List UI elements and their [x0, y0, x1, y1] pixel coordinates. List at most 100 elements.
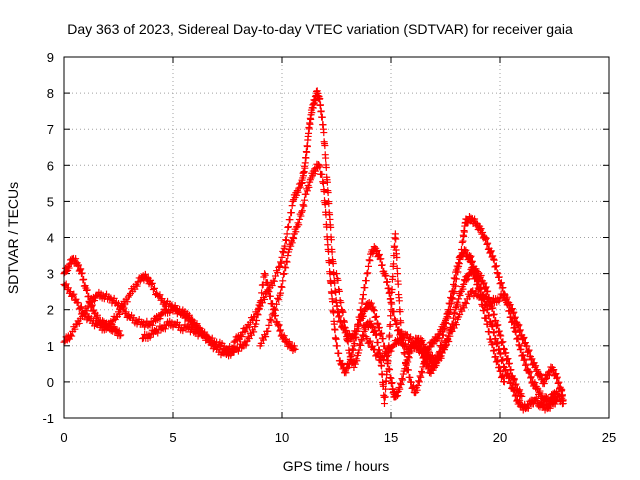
- chart-title: Day 363 of 2023, Sidereal Day-to-day VTE…: [67, 21, 573, 37]
- data-point-interp: [340, 318, 348, 326]
- data-point-interp: [485, 311, 493, 319]
- data-point-interp: [388, 379, 396, 387]
- data-point-interp: [392, 235, 400, 243]
- data-point-interp: [68, 332, 76, 340]
- data-point-interp: [371, 346, 379, 354]
- data-point: [404, 353, 412, 361]
- data-point: [302, 190, 310, 198]
- data-point-interp: [65, 264, 73, 272]
- data-point-interp: [457, 253, 465, 261]
- data-point-interp: [460, 304, 468, 312]
- data-point-interp: [262, 333, 270, 341]
- data-point-interp: [553, 373, 561, 381]
- data-point-interp: [454, 300, 462, 308]
- y-tick-label: 1: [47, 339, 54, 354]
- data-point: [298, 208, 306, 216]
- data-point-interp: [484, 305, 492, 313]
- data-point-interp: [490, 346, 498, 354]
- data-point-interp: [555, 378, 563, 386]
- data-point-interp: [519, 335, 527, 343]
- data-point: [394, 270, 402, 278]
- data-point-interp: [462, 246, 470, 254]
- y-tick-label: 8: [47, 86, 54, 101]
- data-point-interp: [181, 308, 189, 316]
- data-point-interp: [158, 295, 166, 303]
- data-point-interp: [480, 295, 488, 303]
- data-point-interp: [490, 310, 498, 318]
- data-point-interp: [527, 374, 535, 382]
- data-point-interp: [320, 129, 328, 137]
- data-point-interp: [288, 239, 296, 247]
- data-point-interp: [93, 311, 101, 319]
- data-point-interp: [503, 293, 511, 301]
- data-point: [276, 262, 284, 270]
- data-point-interp: [282, 257, 290, 265]
- data-point-interp: [321, 142, 329, 150]
- data-point-interp: [287, 242, 295, 250]
- data-point-interp: [340, 317, 348, 325]
- data-point-interp: [515, 341, 523, 349]
- data-point-interp: [483, 240, 491, 248]
- data-point-interp: [150, 284, 158, 292]
- data-point-interp: [245, 323, 253, 331]
- data-point: [354, 320, 362, 328]
- data-point: [380, 400, 388, 408]
- data-point-interp: [519, 351, 527, 359]
- data-point-interp: [530, 359, 538, 367]
- data-point-interp: [351, 333, 359, 341]
- data-point-interp: [537, 370, 545, 378]
- data-point-interp: [552, 397, 560, 405]
- data-point-interp: [354, 321, 362, 329]
- data-point: [354, 349, 362, 357]
- data-point-interp: [516, 397, 524, 405]
- data-point: [337, 298, 345, 306]
- data-point-interp: [372, 331, 380, 339]
- data-point-interp: [379, 335, 387, 343]
- data-point: [474, 277, 482, 285]
- data-point: [335, 313, 343, 321]
- data-point-interp: [495, 297, 503, 305]
- data-point-interp: [524, 347, 532, 355]
- data-point-interp: [268, 311, 276, 319]
- data-point-interp: [418, 369, 426, 377]
- data-point-interp: [295, 221, 303, 229]
- data-point-interp: [424, 352, 432, 360]
- data-point-interp: [274, 322, 282, 330]
- data-point-interp: [149, 285, 157, 293]
- data-point-interp: [156, 315, 164, 323]
- data-point-interp: [384, 359, 392, 367]
- data-point-interp: [522, 360, 530, 368]
- data-point-interp: [78, 269, 86, 277]
- data-point-interp: [388, 285, 396, 293]
- data-point-interp: [503, 295, 511, 303]
- data-point-interp: [183, 311, 191, 319]
- data-point: [363, 270, 371, 278]
- data-point-interp: [393, 253, 401, 261]
- data-point-interp: [75, 261, 83, 269]
- data-point-interp: [327, 279, 335, 287]
- data-point-interp: [420, 340, 428, 348]
- data-point-interp: [498, 372, 506, 380]
- data-point: [387, 306, 395, 314]
- data-point-interp: [71, 325, 79, 333]
- data-point-interp: [270, 305, 278, 313]
- data-point-interp: [386, 374, 394, 382]
- data-point-interp: [339, 308, 347, 316]
- data-point-interp: [505, 359, 513, 367]
- y-tick-label: -1: [42, 411, 54, 426]
- data-point-interp: [366, 337, 374, 345]
- data-point-interp: [391, 315, 399, 323]
- y-axis-label: SDTVAR / TECUs: [5, 182, 21, 294]
- data-point-interp: [511, 314, 519, 322]
- data-point-interp: [454, 268, 462, 276]
- data-point-interp: [521, 339, 529, 347]
- data-point-interp: [70, 290, 78, 298]
- data-point-interp: [171, 302, 179, 310]
- data-point-interp: [379, 356, 387, 364]
- data-point-interp: [511, 392, 519, 400]
- data-point: [197, 331, 205, 339]
- data-point-interp: [426, 356, 434, 364]
- data-point-interp: [303, 148, 311, 156]
- data-point-interp: [366, 257, 374, 265]
- data-point-interp: [204, 333, 212, 341]
